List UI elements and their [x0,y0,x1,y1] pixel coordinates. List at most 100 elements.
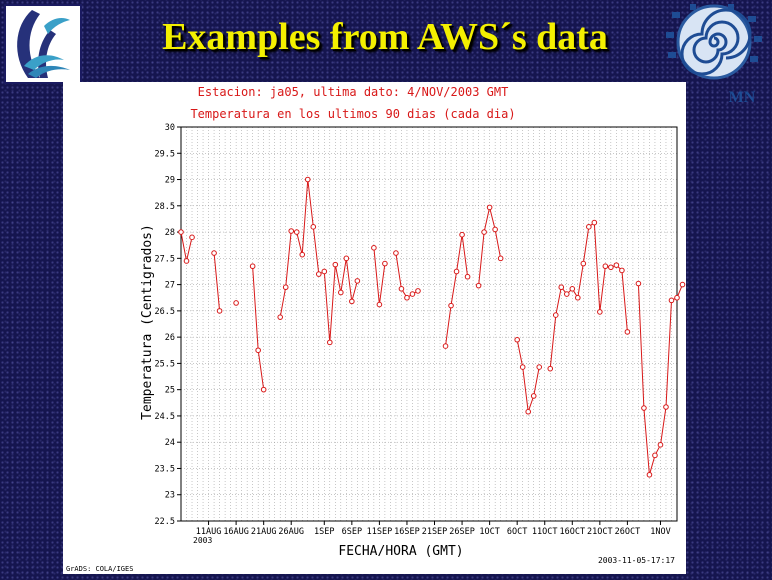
y-tick-label: 26 [165,333,175,343]
data-point [486,204,493,211]
data-point [349,298,355,305]
data-point [277,314,283,320]
x-tick-label: 16SEP [394,527,420,537]
y-tick-label: 28.5 [155,202,175,212]
data-point [646,471,653,478]
y-tick-label: 26.5 [155,307,175,317]
data-point [315,271,322,277]
x-tick-label: 26OCT [615,527,641,537]
data-point [547,365,554,372]
data-point [216,308,223,314]
data-point [371,245,377,251]
data-point [442,343,449,349]
x-tick-label: 1SEP [314,527,334,537]
x-tick-label: 11AUG [196,527,222,537]
chart-panel: 22.5 23 23.5 24 24.5 25 25.5 26 26.5 27 27.5 28 28.5… [63,82,686,574]
spiral-logo: MN [664,2,766,108]
data-point [569,286,576,292]
data-point [404,294,410,301]
chart-grid [180,126,678,522]
chart-subtitle: Temperatura en los ultimos 90 dias (cada… [190,107,515,121]
x-tick-label: 16OCT [559,527,585,537]
x-tick-label: 1NOV [650,527,670,537]
data-point [398,286,405,292]
data-point [525,408,532,415]
data-point [304,176,311,183]
data-point [338,289,344,296]
y-tick-label: 23.5 [155,464,175,474]
data-point [299,251,306,258]
data-point [530,393,537,399]
data-point [288,228,295,234]
data-point [293,229,300,235]
y-tick-label: 24 [165,438,175,448]
y-tick-label: 30 [165,123,175,133]
spiral-logo-icon: MN [666,4,762,106]
data-point [382,260,388,267]
y-ticks: 22.5 23 23.5 24 24.5 25 25.5 26 26.5 27 27.5 28 28.5… [155,123,181,527]
temperature-series [178,176,686,478]
institute-wave-logo [4,4,82,84]
data-point [354,278,361,284]
series-line [213,253,221,311]
data-point [536,364,543,370]
x-tick-label: 11SEP [367,527,393,537]
data-point [453,268,460,275]
data-point [249,263,256,270]
y-tick-label: 29 [165,176,175,186]
x-tick-label: 1OCT [479,527,499,537]
footer-right-timestamp: 2003-11-05-17:17 [598,556,675,565]
data-point [552,312,559,318]
data-point [679,281,686,288]
data-point [602,263,609,270]
data-point [608,264,614,271]
data-point [663,404,669,410]
y-tick-label: 27.5 [155,254,175,264]
data-point [376,301,383,308]
data-point [178,229,184,235]
chart-title: Estacion: ja05, ultima dato: 4/NOV/2003 … [198,85,509,99]
data-point [183,258,190,264]
x-tick-label: 26SEP [449,527,475,537]
data-point [635,280,642,287]
data-point [327,339,333,346]
data-point [459,231,465,238]
wave-logo-icon [4,4,82,84]
x-tick-label: 11OCT [532,527,558,537]
data-point [597,309,603,315]
data-point [668,297,675,304]
footer-left-credit: GrADS: COLA/IGES [66,565,133,573]
y-tick-label: 28 [165,228,175,238]
data-point [343,255,350,262]
series-line [445,234,469,347]
data-point [619,267,625,274]
data-point [260,386,267,393]
y-tick-label: 24.5 [155,412,175,422]
data-point [519,364,526,370]
series-line [478,207,502,286]
data-point [189,234,195,241]
y-tick-label: 23 [165,491,175,501]
data-point [497,255,504,262]
data-point [641,405,647,411]
data-point [580,260,587,267]
data-point [613,262,620,268]
x-tick-label: 21OCT [587,527,613,537]
data-point [255,347,261,354]
x-tick-label: 16AUG [223,527,249,537]
data-point [415,288,421,294]
data-point [282,284,289,291]
data-point [321,268,328,275]
data-point [652,452,658,459]
logo-mn-text: MN [729,89,756,106]
data-point [657,442,664,448]
data-point [233,300,239,306]
x-tick-label: 6OCT [507,527,527,537]
x-axis-label: FECHA/HORA (GMT) [338,544,463,559]
x-tick-label: 21AUG [251,527,277,537]
temperature-chart: 22.5 23 23.5 24 24.5 25 25.5 26 26.5 27 27.5 28 28.5… [66,85,686,573]
data-point [492,226,498,233]
x-tick-label: 6SEP [342,527,362,537]
data-point [563,291,570,297]
data-point [586,224,592,230]
